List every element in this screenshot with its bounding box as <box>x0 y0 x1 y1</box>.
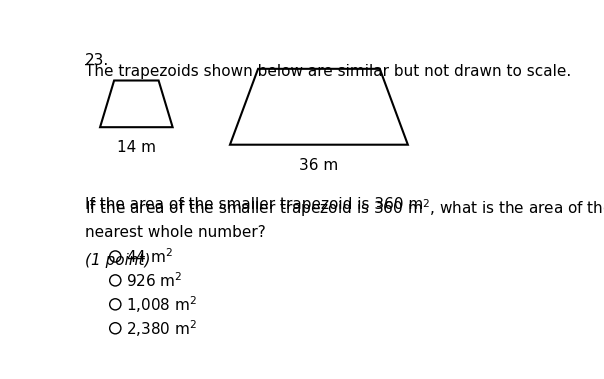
Text: 44 m$^{2}$: 44 m$^{2}$ <box>126 247 173 266</box>
Text: 926 m$^{2}$: 926 m$^{2}$ <box>126 271 182 290</box>
Text: If the area of the smaller trapezoid is 360 m$^{2}$, what is the area of the lar: If the area of the smaller trapezoid is … <box>85 197 604 219</box>
Text: nearest whole number?: nearest whole number? <box>85 225 266 240</box>
Text: 14 m: 14 m <box>117 140 156 155</box>
Text: If the area of the smaller trapezoid is 360 m: If the area of the smaller trapezoid is … <box>85 197 423 212</box>
Text: 23.: 23. <box>85 53 109 68</box>
Text: The trapezoids shown below are similar but not drawn to scale.: The trapezoids shown below are similar b… <box>85 64 571 80</box>
Text: 36 m: 36 m <box>300 158 338 173</box>
Text: 2,380 m$^{2}$: 2,380 m$^{2}$ <box>126 318 197 338</box>
Text: (1 point): (1 point) <box>85 253 150 268</box>
Text: 1,008 m$^{2}$: 1,008 m$^{2}$ <box>126 294 197 315</box>
